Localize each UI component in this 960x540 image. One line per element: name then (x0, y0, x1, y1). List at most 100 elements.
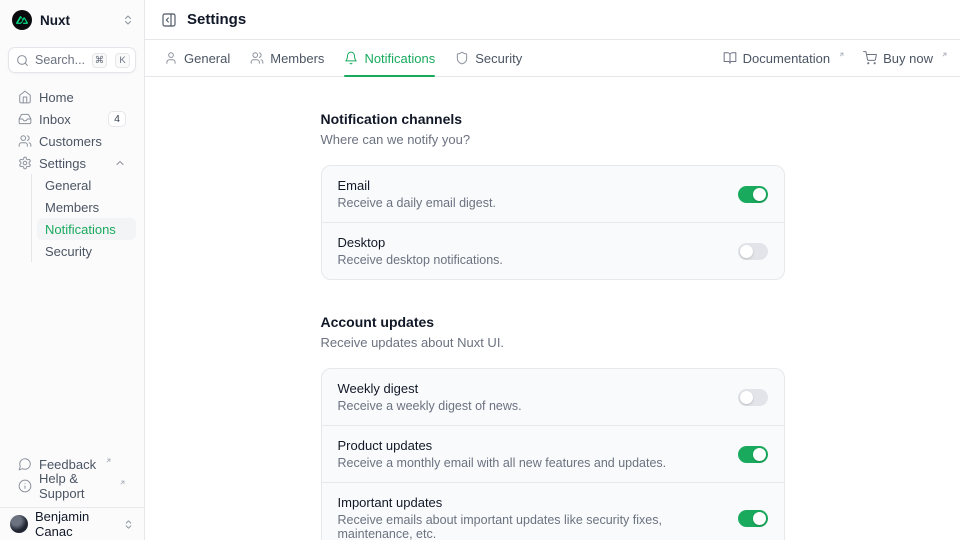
sidebar-item-settings[interactable]: Settings (8, 152, 136, 174)
info-circle-icon (18, 479, 32, 493)
home-icon (18, 90, 32, 104)
important-updates-toggle[interactable] (737, 509, 768, 527)
setting-title: Product updates (337, 438, 433, 453)
search-icon (16, 54, 29, 67)
settings-card: Weekly digest Receive a weekly digest of… (320, 368, 785, 540)
page-title: Settings (187, 11, 247, 28)
user-name: Benjamin Canac (35, 509, 90, 539)
buy-now-link[interactable]: Buy now (863, 51, 948, 66)
setting-row-weekly-digest: Weekly digest Receive a weekly digest of… (322, 369, 784, 425)
section-subtitle: Where can we notify you? (320, 132, 471, 147)
sidebar-item-settings-members[interactable]: Members (37, 196, 136, 218)
weekly-digest-toggle[interactable] (737, 388, 768, 406)
external-link-icon (119, 479, 126, 486)
chevrons-up-down-icon (122, 14, 134, 26)
tab-label: Security (475, 50, 523, 66)
sidebar-item-label: Notifications (45, 221, 116, 237)
toolbar-link-label: Documentation (742, 50, 831, 66)
inbox-badge: 4 (108, 111, 126, 127)
settings-subnav: General Members Notifications Security (31, 174, 136, 262)
email-toggle[interactable] (737, 185, 768, 203)
users-icon (18, 134, 32, 148)
sidebar-item-label: Help & Support (39, 471, 85, 501)
settings-content: Notification channels Where can we notif… (145, 77, 960, 540)
tab-members[interactable]: Members (250, 40, 324, 76)
setting-description: Receive a monthly email with all new fea… (337, 456, 667, 470)
user-icon (164, 51, 178, 65)
section-account-updates: Account updates Receive updates about Nu… (320, 314, 785, 540)
section-subtitle: Receive updates about Nuxt UI. (320, 335, 505, 350)
sidebar-item-label: Home (39, 89, 74, 105)
external-link-icon (838, 51, 845, 58)
sidebar-item-settings-general[interactable]: General (37, 174, 136, 196)
tab-security[interactable]: Security (455, 40, 522, 76)
workspace-name: Nuxt (40, 12, 70, 28)
tab-general[interactable]: General (164, 40, 230, 76)
setting-description: Receive a daily email digest. (337, 196, 496, 210)
shield-icon (455, 51, 469, 65)
sidebar-nav: Home Inbox 4 Customers Settings (0, 86, 144, 262)
tab-notifications[interactable]: Notifications (344, 40, 436, 77)
search-input[interactable]: Search... ⌘ K (8, 47, 136, 73)
chat-bubble-icon (18, 457, 32, 471)
sidebar-item-customers[interactable]: Customers (8, 130, 136, 152)
sidebar-item-label: General (45, 177, 92, 193)
sidebar-item-label: Inbox (39, 111, 71, 127)
bell-icon (344, 51, 358, 65)
sidebar-item-feedback[interactable]: Feedback (8, 453, 136, 475)
documentation-link[interactable]: Documentation (723, 51, 845, 66)
avatar (10, 515, 28, 533)
setting-description: Receive emails about important updates l… (337, 513, 662, 540)
setting-description: Receive desktop notifications. (337, 253, 503, 267)
setting-title: Important updates (337, 495, 443, 510)
sidebar-item-label: Feedback (39, 456, 97, 472)
user-menu[interactable]: Benjamin Canac (0, 507, 144, 540)
sidebar-item-settings-security[interactable]: Security (37, 240, 136, 262)
main-panel: Settings General Members Notifications (145, 0, 960, 540)
desktop-toggle[interactable] (737, 242, 768, 260)
tabs: General Members Notifications Security (164, 40, 522, 77)
tab-label: Notifications (364, 50, 436, 66)
setting-title: Weekly digest (337, 381, 419, 396)
tab-label: General (184, 50, 231, 66)
header-toolbar: Documentation Buy now (723, 40, 948, 76)
sidebar-item-label: Members (45, 199, 100, 215)
chevrons-up-down-icon (123, 519, 134, 530)
external-link-icon (941, 51, 948, 58)
setting-title: Email (337, 178, 371, 193)
search-placeholder: Search... (35, 53, 86, 67)
setting-row-product-updates: Product updates Receive a monthly email … (321, 425, 784, 482)
cart-icon (863, 51, 878, 65)
sidebar-item-label: Settings (39, 155, 86, 171)
collapse-sidebar-icon[interactable] (161, 12, 177, 28)
gear-icon (18, 156, 32, 170)
product-updates-toggle[interactable] (737, 445, 768, 463)
external-link-icon (105, 457, 112, 464)
sidebar-item-inbox[interactable]: Inbox 4 (8, 108, 136, 130)
sidebar-item-label: Customers (39, 133, 102, 149)
workspace-switcher[interactable]: Nuxt (0, 0, 144, 40)
nuxt-logo-icon (12, 10, 32, 30)
sidebar-spacer (0, 262, 144, 453)
sidebar-footer-nav: Feedback Help & Support (0, 453, 144, 507)
page-header: Settings (145, 0, 960, 40)
settings-card: Email Receive a daily email digest. Desk… (320, 165, 785, 280)
section-notification-channels: Notification channels Where can we notif… (320, 111, 785, 280)
sidebar-item-settings-notifications[interactable]: Notifications (37, 218, 136, 240)
kbd-k: K (115, 52, 130, 68)
setting-title: Desktop (337, 235, 386, 250)
sidebar-item-help-support[interactable]: Help & Support (8, 471, 136, 501)
users-icon (250, 51, 264, 65)
book-open-icon (723, 51, 737, 65)
setting-row-email: Email Receive a daily email digest. (322, 166, 784, 222)
sidebar: Nuxt Search... ⌘ K Home Inbox 4 (0, 0, 145, 540)
section-title: Account updates (320, 314, 435, 330)
inbox-icon (18, 112, 32, 126)
setting-row-important-updates: Important updates Receive emails about i… (321, 482, 784, 540)
toolbar-link-label: Buy now (883, 50, 933, 66)
tab-label: Members (270, 50, 325, 66)
chevron-up-icon (114, 157, 126, 169)
sidebar-item-label: Security (45, 243, 92, 259)
sidebar-item-home[interactable]: Home (8, 86, 136, 108)
section-title: Notification channels (320, 111, 463, 127)
